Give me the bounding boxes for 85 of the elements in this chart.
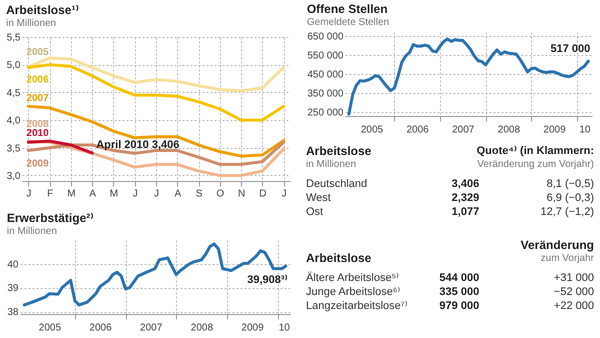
x-tick-label: M xyxy=(67,188,76,200)
y-tick-label: 40 xyxy=(7,259,19,270)
y-tick-label: 4,5 xyxy=(6,88,21,99)
text: 6,9 (−0,3) xyxy=(546,192,594,204)
line-series xyxy=(22,242,288,306)
x-tick-label: J xyxy=(154,188,159,200)
text: Arbeitslose xyxy=(306,251,372,265)
text: Arbeitslose xyxy=(306,144,372,158)
text: Ältere Arbeitslose⁵⁾ xyxy=(306,271,400,284)
text: +31 000 xyxy=(554,272,594,284)
text: Veränderung zum Vorjahr) xyxy=(477,159,594,170)
chart-subtitle: in Millionen xyxy=(6,18,56,29)
series-label: 2010 xyxy=(26,128,50,140)
x-tick-label: 2006 xyxy=(406,124,430,136)
y-tick-label: 3,0 xyxy=(6,170,21,182)
x-tick-label: 2005 xyxy=(38,322,62,334)
x-tick-label: M xyxy=(110,188,118,200)
x-tick-label: J xyxy=(132,188,138,200)
series-label: 2006 xyxy=(26,74,50,86)
x-tick-label: 2009 xyxy=(241,322,264,334)
line-series xyxy=(26,140,286,166)
text: 8,1 (−0,5) xyxy=(546,178,594,190)
x-tick-label: S xyxy=(196,188,203,200)
text: zum Vorjahr xyxy=(540,253,595,264)
y-tick-label: 5,0 xyxy=(6,60,21,72)
text: Langzeitarbeitslose⁷⁾ xyxy=(306,300,408,312)
y-tick-label: 650 000 xyxy=(307,31,344,42)
text: in Millionen xyxy=(306,159,356,170)
text: West xyxy=(306,192,331,204)
text: Deutschland xyxy=(306,178,368,190)
text: 3,406 xyxy=(452,178,480,190)
x-tick-label: 2008 xyxy=(498,124,520,136)
text: 2,329 xyxy=(452,192,480,204)
x-tick-label: A xyxy=(89,188,96,200)
series-label: 2005 xyxy=(26,46,50,58)
text: Junge Arbeitslose⁶⁾ xyxy=(306,286,400,298)
line-series xyxy=(26,63,286,122)
x-tick-label: J xyxy=(282,188,287,200)
line-series xyxy=(26,140,94,154)
x-tick-label: N xyxy=(238,188,246,200)
x-tick-label: O xyxy=(216,188,224,200)
x-tick-label: J xyxy=(26,188,32,200)
chart-title: Offene Stellen xyxy=(306,2,388,16)
x-tick-label: D xyxy=(259,188,266,200)
chart-subtitle: Gemeldete Stellen xyxy=(306,16,390,28)
text: Veränderung xyxy=(520,238,594,252)
x-tick-label: A xyxy=(174,188,182,200)
annotation: April 2010 3,406 xyxy=(96,138,180,151)
text: Ost xyxy=(306,206,324,218)
y-tick-label: 3,5 xyxy=(6,143,21,154)
line-series xyxy=(347,38,590,116)
x-tick-label: 10 xyxy=(278,322,290,334)
annotation: 517 000 xyxy=(550,43,590,56)
text: 1,077 xyxy=(452,206,480,218)
x-tick-label: 2005 xyxy=(360,124,384,136)
line-series xyxy=(26,104,286,158)
x-tick-label: F xyxy=(47,188,54,200)
y-tick-label: 450 000 xyxy=(307,70,344,80)
y-tick-label: 39 xyxy=(7,283,19,294)
x-tick-label: 2009 xyxy=(543,124,566,136)
series-label: 2009 xyxy=(26,158,50,170)
series-label: 2007 xyxy=(26,93,50,104)
y-tick-label: 250 000 xyxy=(307,108,344,119)
chart-title: Erwerbstätige²⁾ xyxy=(6,211,94,225)
text: 544 000 xyxy=(439,272,480,284)
text: Quote⁴⁾ (in Klammern: xyxy=(476,145,594,157)
annotation: 39,908³⁾ xyxy=(247,274,288,286)
y-tick-label: 38 xyxy=(7,307,19,318)
x-tick-label: 2007 xyxy=(140,322,163,334)
chart-subtitle: in Millionen xyxy=(6,226,57,237)
text: 979 000 xyxy=(439,300,480,312)
x-tick-label: 2008 xyxy=(190,322,214,334)
y-tick-label: 550 000 xyxy=(307,50,344,62)
text: 335 000 xyxy=(439,286,480,298)
x-tick-label: 2007 xyxy=(452,124,475,136)
text: +22 000 xyxy=(554,300,594,312)
x-tick-label: 2006 xyxy=(89,322,112,334)
text: −52 000 xyxy=(554,286,594,298)
y-tick-label: 350 000 xyxy=(307,88,344,100)
chart-title: Arbeitslose¹⁾ xyxy=(6,3,79,17)
x-tick-label: 10 xyxy=(579,124,591,136)
y-tick-label: 4,0 xyxy=(6,116,21,127)
text: 12,7 (−1,2) xyxy=(540,206,594,218)
line-series xyxy=(26,56,286,92)
y-tick-label: 5,5 xyxy=(6,32,21,44)
